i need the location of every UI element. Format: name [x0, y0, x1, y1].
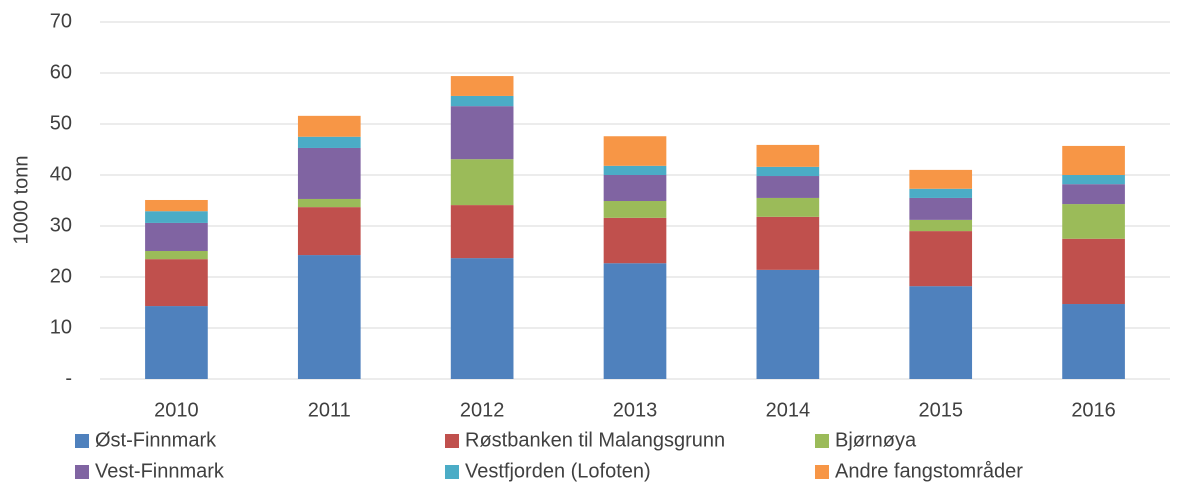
bar-segment [603, 217, 667, 264]
bar-segment [1062, 238, 1125, 305]
y-tick-label: 50 [50, 112, 72, 134]
x-tick-label: 2016 [1071, 399, 1116, 421]
bar-segment [450, 76, 514, 96]
legend-label: Røstbanken til Malangsgrunn [465, 429, 725, 451]
bar-segment [145, 222, 208, 251]
bar-segment [603, 136, 667, 166]
bar-segment [450, 159, 514, 206]
bar-segment [909, 219, 973, 232]
y-tick-label: 20 [50, 265, 72, 287]
bar-segment [756, 166, 820, 177]
bar-segment [603, 263, 667, 379]
y-tick-label: 70 [50, 10, 72, 32]
bar-segment [450, 205, 514, 259]
bar-segment [450, 258, 514, 379]
bar-segment [756, 144, 820, 167]
bar-segment [450, 106, 514, 160]
legend-swatch [815, 465, 829, 479]
bar-segment [1062, 145, 1125, 175]
bar-segment [909, 197, 973, 220]
bar-segment [603, 165, 667, 175]
x-tick-label: 2015 [918, 399, 963, 421]
bar-segment [297, 207, 361, 256]
bar-segment [145, 211, 208, 223]
bar-segment [297, 198, 361, 208]
legend-label: Andre fangstområder [835, 460, 1023, 482]
bar-segment [1062, 204, 1125, 239]
legend-label: Vestfjorden (Lofoten) [465, 460, 651, 482]
bar-segment [145, 250, 208, 260]
legend-swatch [75, 434, 89, 448]
y-tick-label: 30 [50, 214, 72, 236]
legend-label: Vest-Finnmark [95, 460, 225, 482]
bar-segment [1062, 175, 1125, 185]
bar-segment [297, 115, 361, 137]
bar-segment [756, 216, 820, 270]
legend-label: Øst-Finnmark [95, 429, 217, 451]
bar-segment [450, 95, 514, 107]
x-tick-label: 2011 [308, 399, 351, 421]
x-tick-label: 2012 [460, 399, 505, 421]
y-tick-label: 10 [50, 316, 72, 338]
bar-segment [297, 136, 361, 148]
bar-segment [297, 255, 361, 379]
bar-segment [909, 286, 973, 379]
bar-segment [909, 169, 973, 189]
bar-segment [145, 199, 208, 212]
bar-segment [909, 188, 973, 198]
x-tick-label: 2014 [766, 399, 811, 421]
legend-swatch [815, 434, 829, 448]
y-axis-label: 1000 tonn [10, 156, 32, 245]
y-tick-label: 40 [50, 163, 72, 185]
bar-segment [297, 147, 361, 199]
y-tick-label: - [65, 367, 72, 389]
bar-segment [1062, 184, 1125, 205]
x-tick-label: 2010 [154, 399, 199, 421]
bar-segment [756, 176, 820, 198]
bar-segment [756, 269, 820, 379]
bar-segment [909, 231, 973, 287]
bar-segment [145, 306, 208, 379]
legend-swatch [445, 434, 459, 448]
bar-segment [1062, 304, 1125, 379]
legend-swatch [445, 465, 459, 479]
bar-segment [603, 175, 667, 202]
x-tick-label: 2013 [613, 399, 658, 421]
bar-segment [145, 259, 208, 307]
bar-segment [603, 201, 667, 218]
bar-segment [756, 197, 820, 217]
y-tick-label: 60 [50, 61, 72, 83]
legend-swatch [75, 465, 89, 479]
legend-label: Bjørnøya [835, 429, 917, 451]
